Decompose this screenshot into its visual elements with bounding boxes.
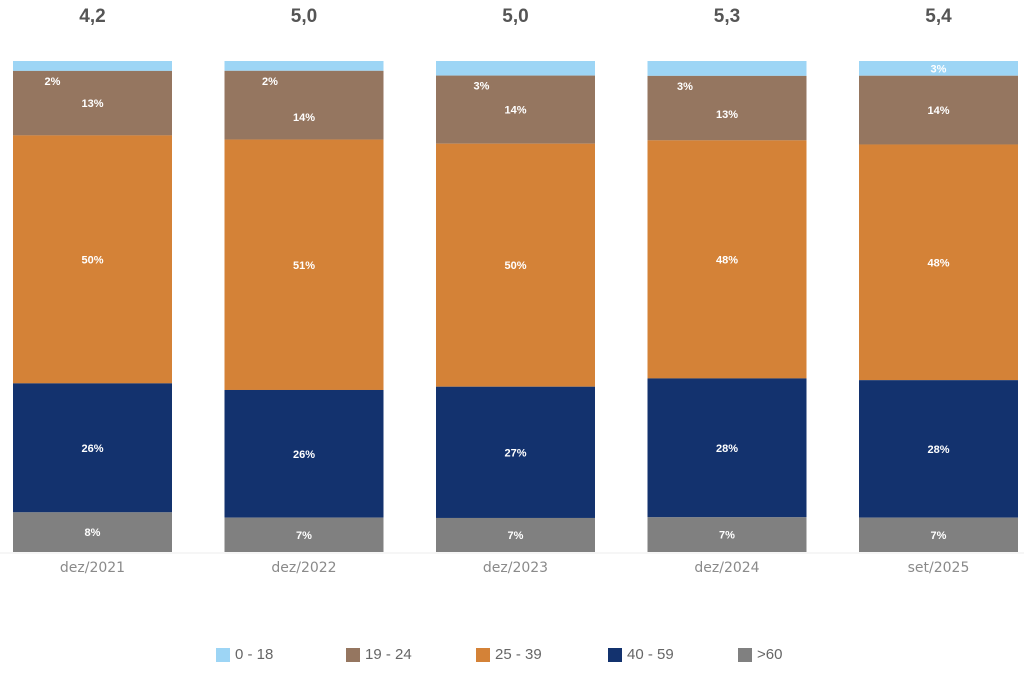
legend-label: 40 - 59 bbox=[627, 646, 674, 663]
bar-segment-25-39-4 bbox=[859, 144, 1018, 381]
legend-swatch-icon bbox=[216, 647, 230, 662]
segment-label: 13% bbox=[81, 98, 103, 110]
segment-label: 51% bbox=[293, 260, 315, 272]
segment-label: 26% bbox=[81, 443, 103, 455]
legend-swatch-icon bbox=[608, 647, 622, 662]
segment-label: 2% bbox=[45, 76, 61, 88]
bar-segment-25-39-3 bbox=[647, 140, 807, 379]
bar-segment-40-59-2 bbox=[436, 386, 595, 518]
bar-segment--60-1 bbox=[224, 517, 384, 552]
bar-segment-19-24-0 bbox=[13, 70, 172, 136]
bar-total-label: 5,4 bbox=[925, 6, 952, 27]
bar-segment-0-18-3 bbox=[647, 61, 807, 76]
bar-total-label: 5,0 bbox=[291, 6, 317, 27]
segment-label: 27% bbox=[504, 447, 526, 459]
segment-label: 7% bbox=[931, 530, 947, 542]
legend-label: 19 - 24 bbox=[365, 646, 412, 663]
segment-label: 3% bbox=[931, 63, 947, 75]
segment-label: 14% bbox=[504, 105, 526, 117]
segment-label: 7% bbox=[296, 530, 312, 542]
segment-label: 3% bbox=[474, 81, 490, 93]
segment-label: 3% bbox=[677, 81, 693, 93]
bar-total-label: 5,3 bbox=[714, 6, 740, 27]
legend-item: 0 - 18 bbox=[216, 646, 273, 663]
segment-label: 13% bbox=[716, 109, 738, 121]
segment-label: 28% bbox=[927, 444, 949, 456]
bar-segment--60-4 bbox=[859, 517, 1018, 552]
bar-segment-40-59-0 bbox=[13, 383, 172, 513]
legend-item: >60 bbox=[738, 646, 782, 663]
legend-swatch-icon bbox=[346, 647, 360, 662]
segment-label: 2% bbox=[262, 76, 278, 88]
segment-label: 48% bbox=[716, 254, 738, 266]
bar-total-label: 4,2 bbox=[79, 6, 105, 27]
legend-item: 25 - 39 bbox=[476, 646, 542, 663]
segment-label: 50% bbox=[81, 254, 103, 266]
bar-segment-25-39-0 bbox=[13, 135, 172, 384]
x-tick-label: dez/2021 bbox=[60, 560, 125, 576]
legend: 0 - 18 19 - 24 25 - 39 40 - 59 >60 bbox=[0, 646, 1024, 668]
x-tick-label: dez/2022 bbox=[271, 560, 336, 576]
bar-segment--60-3 bbox=[647, 517, 807, 552]
segment-label: 7% bbox=[508, 530, 524, 542]
bar-segment-19-24-3 bbox=[647, 75, 807, 141]
bars-layer bbox=[13, 61, 1018, 552]
x-tick-label: dez/2023 bbox=[483, 560, 548, 576]
legend-label: >60 bbox=[757, 646, 783, 663]
bar-segment-0-18-2 bbox=[436, 61, 595, 76]
legend-label: 0 - 18 bbox=[235, 646, 274, 663]
bar-segment-0-18-0 bbox=[13, 61, 172, 71]
bar-segment-40-59-4 bbox=[859, 380, 1018, 518]
stacked-bar-chart: 2% 13% 50% 26% 8% 2% 14% 51% 26% 7% 3% 14% 50% 27% 7% 3… bbox=[0, 6, 1024, 576]
bar-segment-19-24-2 bbox=[436, 75, 595, 144]
segment-label: 28% bbox=[716, 443, 738, 455]
segment-label: 50% bbox=[504, 260, 526, 272]
totals-layer: 4,2 5,0 5,0 5,3 5,4 bbox=[79, 6, 952, 27]
bar-segment--60-2 bbox=[436, 517, 595, 552]
bar-segment-40-59-1 bbox=[224, 389, 384, 518]
segment-label: 26% bbox=[293, 449, 315, 461]
segment-label: 14% bbox=[927, 105, 949, 117]
legend-swatch-icon bbox=[738, 647, 752, 662]
bar-segment-40-59-3 bbox=[647, 378, 807, 518]
segment-labels-layer: 2% 13% 50% 26% 8% 2% 14% 51% 26% 7% 3% 14% 50% 27% 7% 3… bbox=[45, 63, 950, 542]
x-tick-label: set/2025 bbox=[908, 560, 970, 576]
segment-label: 8% bbox=[85, 527, 101, 539]
legend-swatch-icon bbox=[476, 647, 490, 662]
segment-label: 7% bbox=[719, 530, 735, 542]
segment-label: 14% bbox=[293, 112, 315, 124]
bar-segment--60-0 bbox=[13, 512, 172, 552]
bar-segment-0-18-4 bbox=[859, 61, 1018, 76]
legend-item: 19 - 24 bbox=[346, 646, 412, 663]
bar-segment-25-39-2 bbox=[436, 143, 595, 387]
bar-segment-19-24-4 bbox=[859, 75, 1018, 145]
legend-item: 40 - 59 bbox=[608, 646, 674, 663]
bar-segment-25-39-1 bbox=[224, 139, 384, 390]
segment-label: 48% bbox=[927, 257, 949, 269]
bar-segment-0-18-1 bbox=[224, 61, 384, 71]
legend-label: 25 - 39 bbox=[495, 646, 542, 663]
bar-segment-19-24-1 bbox=[224, 70, 384, 140]
x-tick-label: dez/2024 bbox=[694, 560, 759, 576]
bar-total-label: 5,0 bbox=[502, 6, 528, 27]
category-labels-layer: dez/2021 dez/2022 dez/2023 dez/2024 set/2025 bbox=[60, 560, 969, 576]
